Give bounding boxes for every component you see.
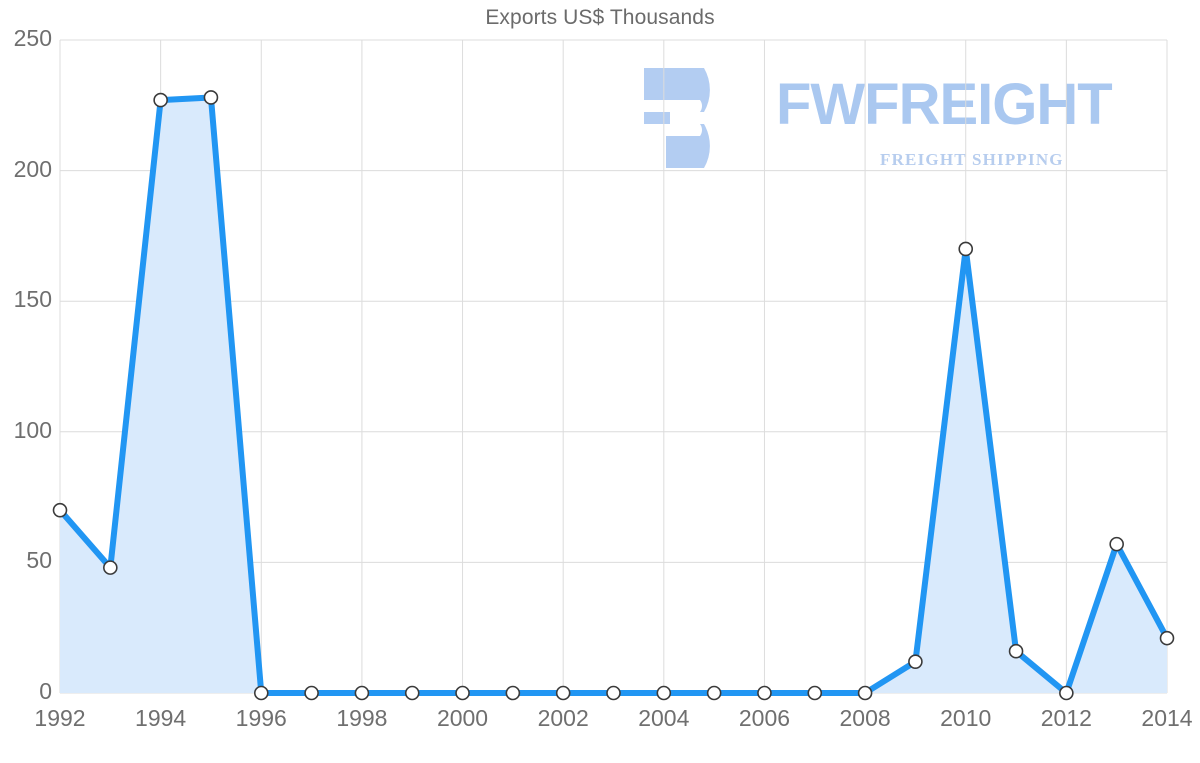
y-axis-tick-label: 200 — [13, 155, 52, 182]
chart-title: Exports US$ Thousands — [485, 6, 715, 29]
data-point-marker — [857, 685, 873, 701]
area-fill — [60, 97, 1167, 693]
y-axis-tick-label: 50 — [26, 547, 52, 574]
data-point-marker — [706, 685, 722, 701]
data-point-marker — [606, 685, 621, 701]
x-axis-tick-label: 1994 — [135, 705, 187, 731]
data-point-marker — [1159, 630, 1175, 646]
y-axis-tick-label: 0 — [39, 678, 52, 704]
data-point-marker — [908, 654, 923, 669]
data-point-marker — [958, 241, 974, 257]
data-point-marker — [1059, 685, 1074, 701]
y-axis-tick-label: 100 — [13, 416, 52, 443]
data-point-marker — [304, 685, 319, 701]
y-axis-tick-label: 150 — [13, 286, 52, 313]
x-axis-tick-label: 2014 — [1141, 705, 1193, 731]
data-point-marker — [404, 685, 420, 701]
data-point-marker — [807, 685, 823, 701]
x-axis-tick-label: 1996 — [235, 705, 287, 731]
x-axis-tick-label: 2002 — [537, 705, 589, 731]
data-point-marker — [757, 685, 772, 701]
data-point-marker — [203, 90, 219, 105]
x-axis-tick-label: 1992 — [34, 705, 86, 731]
data-point-marker — [1109, 536, 1124, 552]
data-point-marker — [1008, 643, 1024, 659]
data-point-marker — [253, 685, 269, 701]
x-axis-tick-label: 2004 — [638, 705, 690, 731]
x-axis-tick-label: 2000 — [436, 705, 489, 731]
data-point-marker — [354, 685, 370, 701]
y-axis-tick-label: 250 — [13, 25, 52, 51]
x-axis-tick-label: 2008 — [839, 705, 891, 731]
x-axis-tick-label: 2010 — [940, 705, 992, 731]
x-axis-tick-label: 1998 — [336, 705, 388, 731]
data-point-marker — [505, 685, 521, 701]
data-point-markers — [52, 90, 1175, 701]
data-point-marker — [455, 685, 470, 701]
data-point-marker — [555, 685, 571, 701]
x-axis-tick-label: 2006 — [738, 705, 791, 731]
data-point-marker — [153, 92, 168, 108]
data-point-marker — [656, 685, 672, 701]
data-point-marker — [103, 560, 118, 575]
x-axis-tick-label: 2012 — [1040, 705, 1092, 731]
data-point-marker — [52, 502, 68, 518]
